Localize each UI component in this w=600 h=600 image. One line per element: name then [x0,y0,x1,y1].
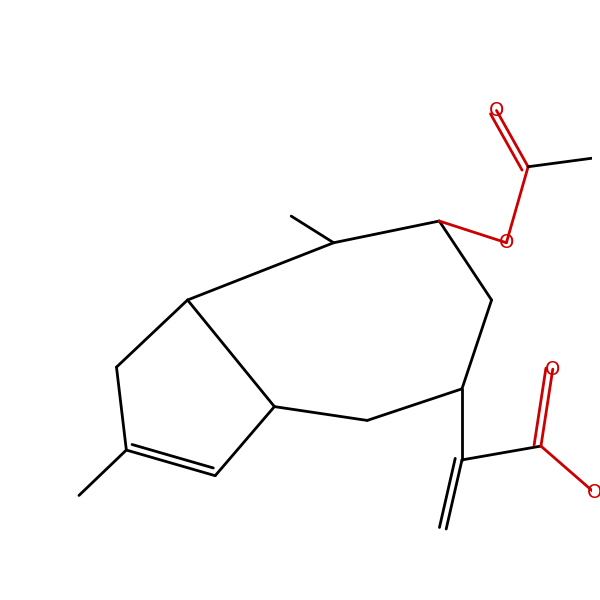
Text: O: O [499,233,514,252]
Text: O: O [587,483,600,502]
Text: O: O [489,101,504,120]
Text: O: O [545,359,560,379]
